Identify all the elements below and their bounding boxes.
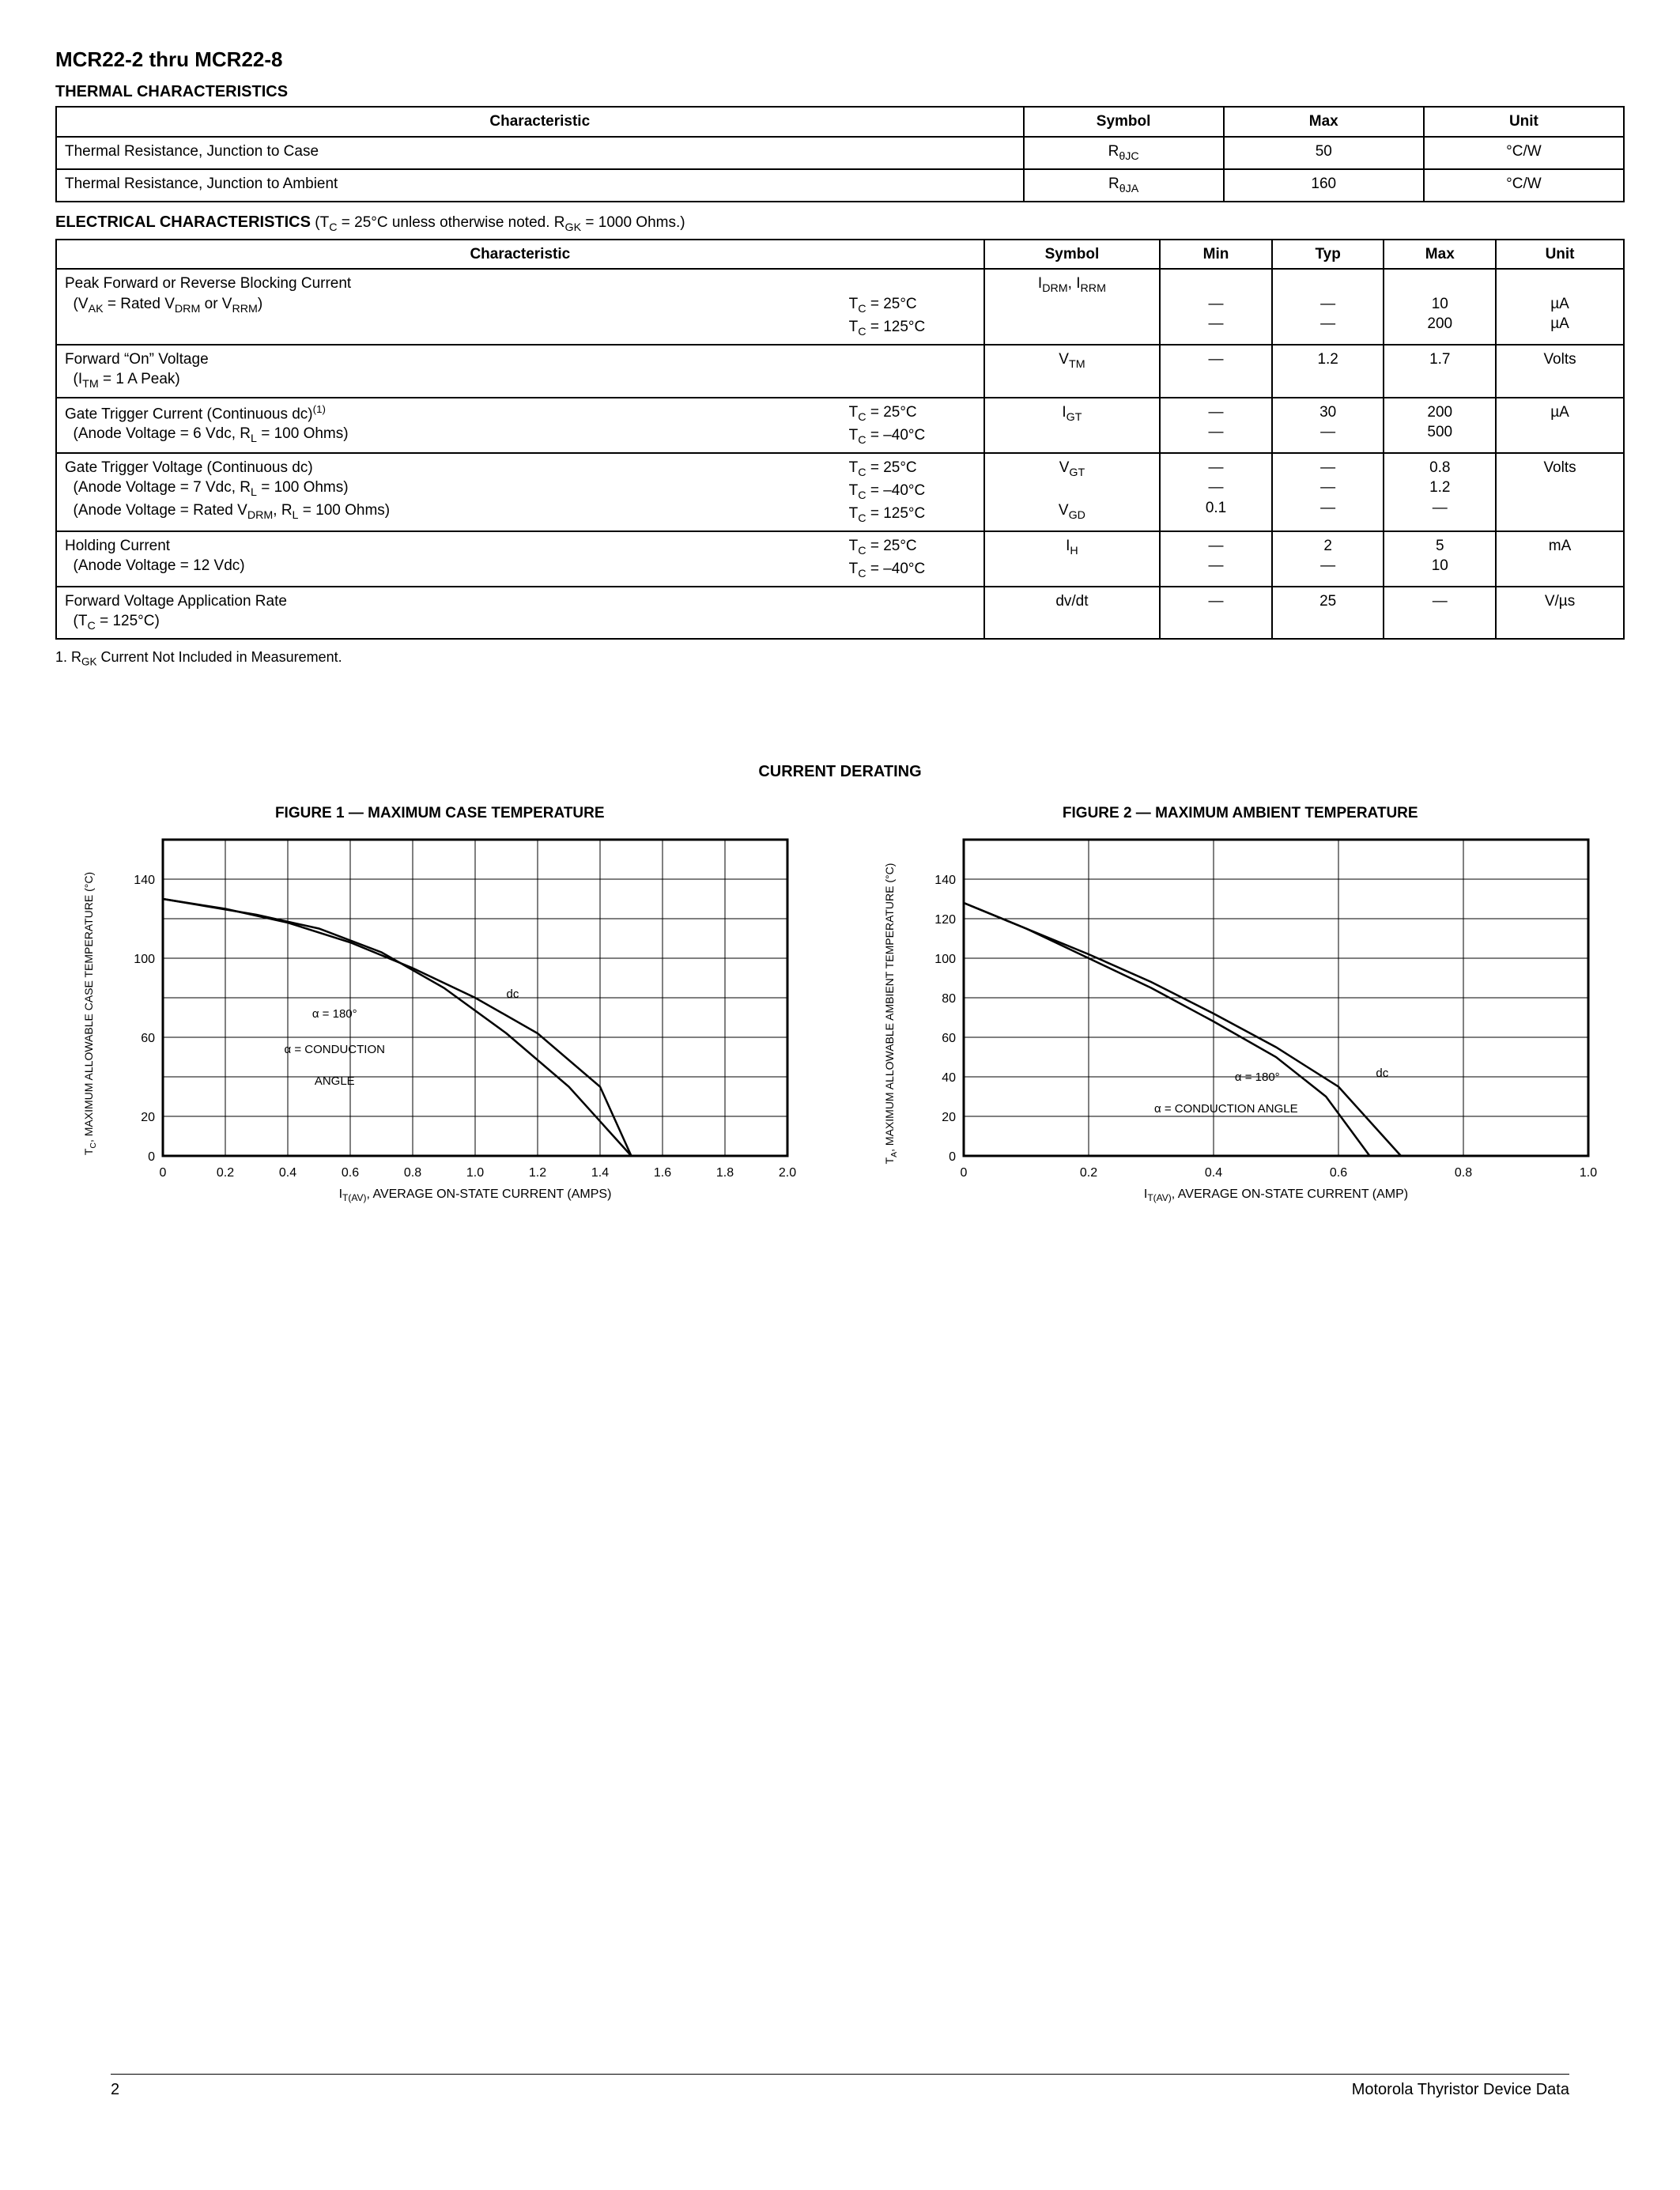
svg-text:1.0: 1.0: [1580, 1166, 1597, 1180]
page-footer: 2 Motorola Thyristor Device Data: [111, 2074, 1569, 2099]
svg-text:80: 80: [942, 992, 956, 1006]
footer-right: Motorola Thyristor Device Data: [1352, 2081, 1569, 2099]
svg-text:60: 60: [141, 1032, 155, 1045]
table-row: Thermal Resistance, Junction to AmbientR…: [56, 169, 1624, 202]
electrical-table: Characteristic Symbol Min Typ Max Unit P…: [55, 239, 1625, 640]
svg-text:20: 20: [141, 1111, 155, 1124]
fig1-title: FIGURE 1 — MAXIMUM CASE TEMPERATURE: [55, 805, 825, 822]
svg-text:α = 180°: α = 180°: [312, 1007, 357, 1021]
fig2-title: FIGURE 2 — MAXIMUM AMBIENT TEMPERATURE: [856, 805, 1625, 822]
table-row: Gate Trigger Current (Continuous dc)(1) …: [56, 398, 1624, 453]
fig1-chart: 0 0.2 0.4 0.6 0.8 1.0 1.2 1.4 1.6 1.8 2.0 0 20 60 100 1…: [76, 832, 803, 1211]
eth-symbol: Symbol: [984, 240, 1161, 270]
svg-text:0.6: 0.6: [1330, 1166, 1347, 1180]
svg-text:120: 120: [934, 913, 956, 927]
eth-char: Characteristic: [56, 240, 984, 270]
page-title: MCR22-2 thru MCR22-8: [55, 47, 1625, 72]
svg-text:0.4: 0.4: [1205, 1166, 1222, 1180]
electrical-title-text: ELECTRICAL CHARACTERISTICS: [55, 213, 311, 231]
eth-max: Max: [1384, 240, 1496, 270]
svg-text:140: 140: [134, 874, 156, 887]
eth-unit: Unit: [1496, 240, 1624, 270]
svg-text:0.8: 0.8: [1455, 1166, 1472, 1180]
svg-text:1.6: 1.6: [654, 1166, 671, 1180]
th-char: Characteristic: [56, 107, 1024, 137]
svg-text:α = 180°: α = 180°: [1235, 1070, 1280, 1084]
table-row: Forward Voltage Application Rate (TC = 1…: [56, 587, 1624, 640]
svg-text:dc: dc: [507, 987, 519, 1001]
svg-text:0.4: 0.4: [279, 1166, 296, 1180]
svg-text:0.2: 0.2: [1080, 1166, 1097, 1180]
svg-text:0: 0: [960, 1166, 967, 1180]
table-row: Forward “On” Voltage (ITM = 1 A Peak)VTM…: [56, 345, 1624, 398]
svg-text:ANGLE: ANGLE: [315, 1074, 355, 1088]
thermal-table: Characteristic Symbol Max Unit Thermal R…: [55, 106, 1625, 202]
thermal-section-title: THERMAL CHARACTERISTICS: [55, 83, 1625, 101]
svg-text:0.6: 0.6: [342, 1166, 359, 1180]
svg-text:1.2: 1.2: [529, 1166, 546, 1180]
svg-text:1.8: 1.8: [716, 1166, 734, 1180]
table-row: Holding Current (Anode Voltage = 12 Vdc)…: [56, 531, 1624, 587]
eth-min: Min: [1160, 240, 1272, 270]
eth-typ: Typ: [1272, 240, 1384, 270]
fig2-chart: 0 0.2 0.4 0.6 0.8 1.0 0 20 40 60 80 100 120 140 dc α = …: [877, 832, 1604, 1211]
electrical-note: (TC = 25°C unless otherwise noted. RGK =…: [311, 214, 685, 231]
electrical-section-title: ELECTRICAL CHARACTERISTICS (TC = 25°C un…: [55, 213, 1625, 234]
table-row: Thermal Resistance, Junction to CaseRθJC…: [56, 137, 1624, 169]
table-row: Gate Trigger Voltage (Continuous dc) (An…: [56, 453, 1624, 531]
svg-text:140: 140: [934, 874, 956, 887]
svg-text:0.2: 0.2: [217, 1166, 234, 1180]
svg-text:α = CONDUCTION ANGLE: α = CONDUCTION ANGLE: [1154, 1102, 1298, 1116]
charts-section-title: CURRENT DERATING: [55, 763, 1625, 781]
th-max: Max: [1224, 107, 1424, 137]
svg-text:100: 100: [934, 953, 956, 966]
table-row: Peak Forward or Reverse Blocking Current…: [56, 269, 1624, 345]
page-number: 2: [111, 2081, 119, 2099]
svg-text:100: 100: [134, 953, 156, 966]
svg-text:1.4: 1.4: [591, 1166, 609, 1180]
svg-text:60: 60: [942, 1032, 956, 1045]
svg-text:1.0: 1.0: [466, 1166, 484, 1180]
svg-text:0: 0: [160, 1166, 167, 1180]
svg-text:20: 20: [942, 1111, 956, 1124]
svg-text:0: 0: [148, 1150, 155, 1164]
electrical-footnote: 1. RGK Current Not Included in Measureme…: [55, 649, 1625, 668]
th-symbol: Symbol: [1024, 107, 1224, 137]
svg-text:40: 40: [942, 1071, 956, 1085]
svg-text:α = CONDUCTION: α = CONDUCTION: [285, 1043, 385, 1056]
svg-text:0: 0: [949, 1150, 956, 1164]
svg-text:2.0: 2.0: [779, 1166, 796, 1180]
th-unit: Unit: [1424, 107, 1624, 137]
svg-text:0.8: 0.8: [404, 1166, 421, 1180]
svg-text:dc: dc: [1376, 1067, 1388, 1080]
